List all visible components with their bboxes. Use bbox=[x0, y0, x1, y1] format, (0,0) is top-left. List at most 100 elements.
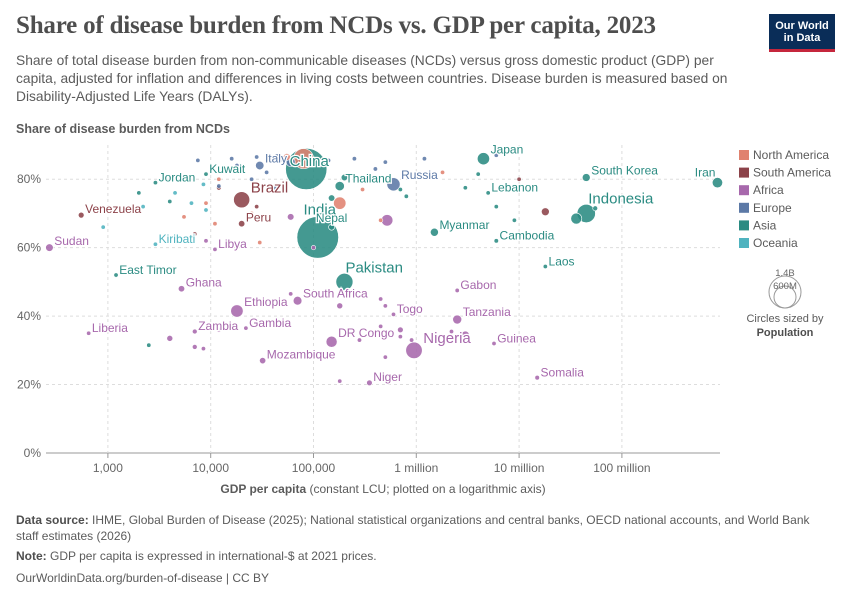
legend-entry: Oceania bbox=[753, 236, 798, 250]
logo-line-2: in Data bbox=[783, 31, 821, 44]
footer-source: Data source: IHME, Global Burden of Dise… bbox=[16, 512, 826, 544]
data-point bbox=[397, 334, 403, 340]
data-point bbox=[340, 173, 348, 182]
data-point bbox=[326, 157, 332, 163]
legend-entry: Asia bbox=[753, 218, 777, 232]
data-point bbox=[382, 303, 388, 309]
data-point bbox=[372, 166, 378, 172]
data-point bbox=[421, 156, 427, 162]
y-tick-label: 40% bbox=[17, 309, 41, 323]
point-label: Gambia bbox=[249, 316, 291, 330]
point-label: South Africa bbox=[303, 286, 368, 300]
point-label: Pakistan bbox=[345, 259, 403, 276]
chart-title: Share of disease burden from NCDs vs. GD… bbox=[16, 12, 656, 39]
point-cambodia bbox=[493, 238, 499, 244]
data-point bbox=[192, 231, 198, 237]
data-point bbox=[461, 330, 470, 340]
data-point bbox=[200, 181, 206, 187]
data-point bbox=[188, 200, 194, 206]
point-label: Togo bbox=[397, 302, 423, 316]
data-point bbox=[319, 354, 325, 360]
point-kuwait bbox=[203, 171, 209, 177]
size-legend-max-label: 1.4B bbox=[775, 268, 795, 279]
point-label: India bbox=[303, 202, 336, 219]
y-tick-label: 80% bbox=[17, 172, 41, 186]
data-point bbox=[166, 335, 174, 342]
data-point bbox=[192, 344, 198, 350]
data-point bbox=[493, 152, 499, 158]
data-point bbox=[264, 169, 270, 175]
legend-swatch bbox=[739, 238, 749, 248]
data-point bbox=[337, 378, 343, 384]
x-tick-label: 1,000 bbox=[93, 461, 123, 475]
x-tick-label: 1 million bbox=[394, 461, 438, 475]
data-point bbox=[516, 176, 522, 182]
point-label: Tanzania bbox=[463, 305, 511, 319]
point-thailand bbox=[334, 181, 345, 192]
point-south-africa bbox=[292, 296, 303, 306]
data-point bbox=[288, 291, 294, 297]
size-legend-mid-circle bbox=[773, 285, 797, 309]
source-text: IHME, Global Burden of Disease (2025); N… bbox=[16, 513, 810, 543]
data-point bbox=[409, 337, 415, 343]
data-point bbox=[140, 204, 146, 210]
size-legend-mid-label: 600M bbox=[773, 281, 797, 292]
point-jordan bbox=[152, 180, 158, 186]
point-label: Indonesia bbox=[588, 190, 654, 207]
point-nigeria bbox=[405, 341, 423, 359]
data-point bbox=[333, 196, 347, 210]
point-label: Ghana bbox=[186, 276, 222, 290]
point-label: Brazil bbox=[251, 180, 289, 197]
y-axis-label: Share of disease burden from NCDs bbox=[16, 122, 230, 136]
point-label: DR Congo bbox=[338, 326, 394, 340]
note-label: Note: bbox=[16, 549, 47, 563]
data-point bbox=[449, 329, 455, 335]
legend-swatch bbox=[739, 185, 749, 196]
point-label: Kuwait bbox=[209, 162, 246, 176]
footer-note: Note: GDP per capita is expressed in int… bbox=[16, 548, 377, 564]
point-niger bbox=[366, 379, 373, 387]
data-point bbox=[360, 186, 366, 192]
x-tick-label: 10 million bbox=[494, 461, 545, 475]
data-point bbox=[336, 302, 344, 310]
point-label: Mozambique bbox=[267, 347, 336, 361]
point-label: Japan bbox=[491, 143, 524, 157]
source-label: Data source: bbox=[16, 513, 89, 527]
point-mozambique bbox=[259, 357, 267, 365]
point-russia bbox=[386, 177, 401, 192]
legend-entry: Africa bbox=[753, 183, 784, 197]
data-point bbox=[203, 200, 209, 206]
data-point bbox=[100, 224, 106, 230]
data-point bbox=[356, 337, 362, 343]
point-label: Niger bbox=[373, 370, 402, 384]
point-label: Kiribati bbox=[159, 232, 196, 246]
data-point bbox=[287, 213, 295, 221]
data-point bbox=[181, 214, 187, 220]
legend-swatch bbox=[739, 167, 749, 178]
owid-logo[interactable]: Our World in Data bbox=[769, 14, 835, 52]
point-togo bbox=[390, 311, 396, 317]
point-label: Sudan bbox=[54, 234, 89, 248]
legend-swatch bbox=[739, 202, 749, 213]
y-tick-label: 60% bbox=[17, 241, 41, 255]
data-point bbox=[440, 169, 446, 175]
point-ghana bbox=[177, 285, 186, 293]
data-point bbox=[397, 186, 403, 192]
point-india bbox=[296, 216, 339, 259]
point-label: Guinea bbox=[497, 331, 536, 345]
data-point bbox=[475, 171, 481, 177]
data-point bbox=[167, 198, 173, 204]
data-point bbox=[234, 163, 240, 169]
point-dr-congo bbox=[325, 335, 338, 348]
footer-url[interactable]: OurWorldinData.org/burden-of-disease | C… bbox=[16, 571, 270, 585]
x-tick-label: 100,000 bbox=[292, 461, 336, 475]
data-point bbox=[216, 327, 222, 333]
data-point bbox=[541, 207, 550, 216]
label-layer: China India Iran South Korea Indonesia Japan L… bbox=[53, 141, 717, 385]
point-tanzania bbox=[452, 314, 463, 325]
point-label: Zambia bbox=[198, 319, 238, 333]
legend-layer: North America South America Africa Europe As… bbox=[739, 148, 831, 339]
point-venezuela bbox=[77, 211, 85, 219]
point-brazil bbox=[233, 191, 251, 209]
data-point bbox=[216, 183, 222, 189]
